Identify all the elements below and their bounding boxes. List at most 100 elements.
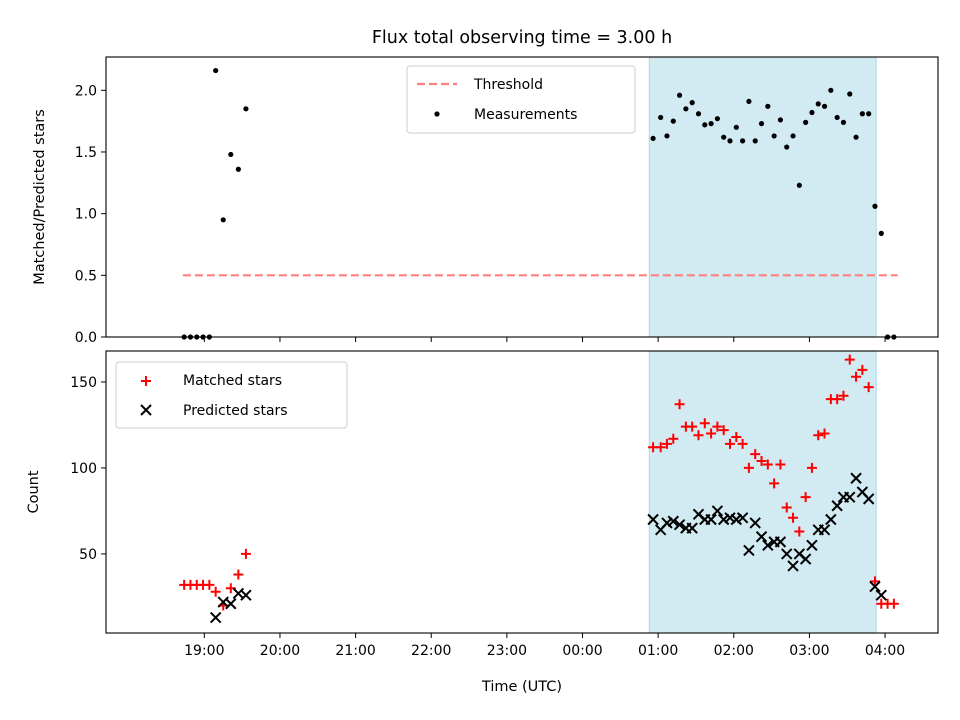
x-tick-label: 03:00 <box>789 643 829 659</box>
matched-point <box>737 438 748 449</box>
measurement-point <box>758 121 765 127</box>
measurement-point <box>695 111 702 117</box>
matched-point <box>819 428 830 439</box>
matched-point <box>210 586 221 597</box>
measurement-point <box>727 138 733 144</box>
measurement-point <box>689 100 695 106</box>
predicted-point <box>781 548 793 560</box>
matched-point <box>775 459 786 470</box>
measurement-point <box>828 87 834 93</box>
measurement-point <box>740 138 746 144</box>
legend-measurements-label: Measurements <box>474 107 577 123</box>
measurement-point <box>658 114 664 121</box>
measurement-point <box>702 122 708 128</box>
matched-point <box>794 526 805 537</box>
predicted-point <box>743 544 755 557</box>
predicted-point <box>225 598 237 610</box>
measurement-point <box>853 134 859 140</box>
measurement-point <box>765 103 771 109</box>
matched-point <box>712 421 723 432</box>
observing-span <box>648 56 877 338</box>
y-tick-label: 1.5 <box>75 145 97 161</box>
matched-point <box>851 371 862 382</box>
predicted-point <box>850 472 862 484</box>
predicted-point <box>686 522 698 534</box>
x-tick-label: 20:00 <box>260 643 300 659</box>
measurement-point <box>670 118 676 124</box>
predicted-point <box>673 518 686 531</box>
measurement-point <box>771 133 777 139</box>
axes-frame <box>105 350 939 634</box>
predicted-point <box>755 530 768 543</box>
legend-measurements-swatch <box>434 111 440 117</box>
measurement-point <box>872 203 878 209</box>
measurement-point <box>847 91 853 97</box>
measurement-point <box>752 138 758 144</box>
legend-threshold-label: Threshold <box>473 77 543 93</box>
matched-point <box>844 354 855 365</box>
measurement-point <box>235 166 241 172</box>
predicted-point <box>209 611 222 624</box>
matched-point <box>769 478 780 489</box>
measurement-point <box>809 109 815 116</box>
matched-point <box>788 512 799 523</box>
measurement-point <box>213 67 219 74</box>
matched-point <box>725 438 735 449</box>
count-panel: 50 100 150 19:00 20:00 21:00 22:00 23:00 00:00 01… <box>26 350 939 659</box>
legend-matched-swatch <box>141 376 151 386</box>
predicted-point <box>762 539 774 552</box>
measurement-point <box>676 92 683 98</box>
predicted-point <box>667 515 679 527</box>
predicted-point <box>774 536 787 548</box>
y-tick-label: 0.5 <box>75 268 97 284</box>
predicted-point <box>825 513 837 526</box>
predicted-point <box>831 500 843 512</box>
predicted-point <box>736 512 749 524</box>
measurement-point <box>803 119 809 125</box>
matched-point <box>756 456 767 467</box>
matched-point <box>863 382 874 393</box>
legend: Threshold Measurements <box>406 65 636 134</box>
measurement-point <box>859 111 865 117</box>
matched-point <box>762 459 773 470</box>
measurement-point <box>878 230 884 236</box>
legend-predicted-swatch <box>140 404 152 416</box>
predicted-point <box>862 493 875 505</box>
matched-point <box>838 390 849 401</box>
matched-point <box>668 433 679 444</box>
matched-point <box>233 569 244 580</box>
measurement-point <box>834 114 840 121</box>
matched-point <box>693 430 704 441</box>
matched-point <box>781 502 792 513</box>
matched-point <box>743 462 754 473</box>
measurement-point <box>796 182 802 188</box>
predicted-point <box>875 589 887 601</box>
measurement-point <box>228 151 234 158</box>
matched-point <box>706 428 717 439</box>
legend-predicted-label: Predicted stars <box>183 403 288 419</box>
measurement-point <box>243 106 249 112</box>
measurement-point <box>721 134 727 140</box>
measurement-point <box>714 116 720 122</box>
legend: Matched stars Predicted stars <box>115 361 348 429</box>
measurement-point <box>746 98 752 105</box>
x-tick-label: 01:00 <box>638 643 678 659</box>
x-tick-label: 04:00 <box>865 643 905 659</box>
y-tick-label: 150 <box>70 375 97 391</box>
measurement-point <box>733 124 739 130</box>
predicted-point <box>787 560 799 572</box>
measurement-point <box>220 217 226 223</box>
y-tick-label: 0.0 <box>75 330 97 346</box>
predicted-point <box>705 513 717 526</box>
matched-point <box>813 430 824 441</box>
x-tick-label: 23:00 <box>487 643 527 659</box>
predicted-point <box>844 491 856 503</box>
measurement-point <box>784 144 790 150</box>
matched-point <box>832 394 843 405</box>
matched-point <box>655 442 666 453</box>
measurement-point <box>708 121 714 127</box>
measurement-point <box>650 135 656 142</box>
matched-point <box>687 421 698 432</box>
y-tick-label: 2.0 <box>75 83 97 99</box>
